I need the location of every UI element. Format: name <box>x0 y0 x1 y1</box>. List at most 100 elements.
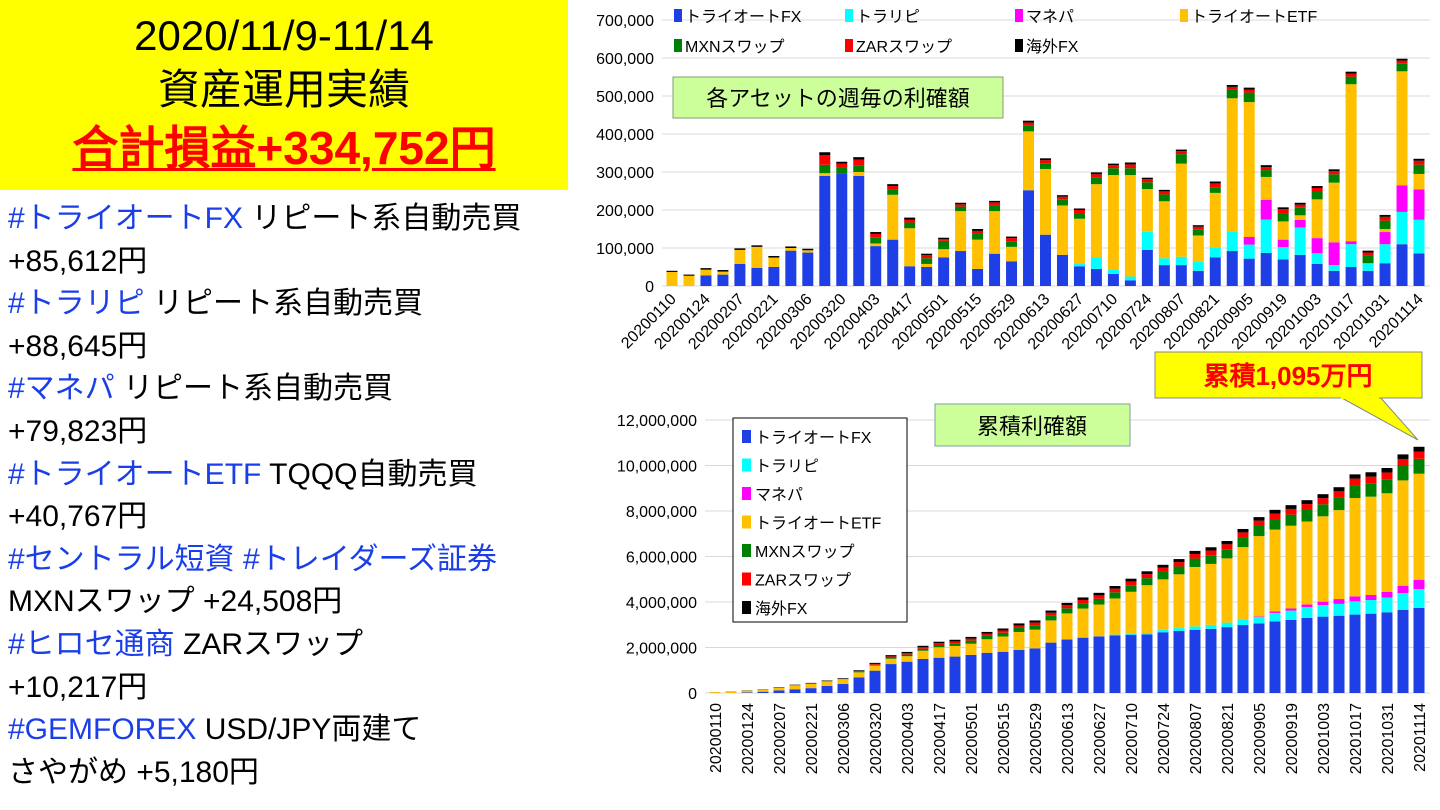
weekly-bar-segment <box>1006 238 1018 242</box>
cumulative-bar-segment <box>869 662 881 664</box>
weekly-bar-segment <box>904 266 916 286</box>
weekly-bar-segment <box>1345 267 1357 286</box>
cumulative-bar-segment <box>1301 604 1313 608</box>
cumulative-bar-segment <box>1045 615 1057 621</box>
result-line: +40,767円 <box>8 496 568 539</box>
cumulative-bar-segment <box>1237 619 1249 626</box>
result-text: +88,645円 <box>8 329 148 363</box>
weekly-bar-segment <box>1260 219 1272 253</box>
cumulative-bar-segment <box>869 664 881 666</box>
cumulative-bar-segment <box>1333 615 1345 693</box>
weekly-bar-segment <box>1413 253 1425 286</box>
weekly-bar-segment <box>1277 247 1289 260</box>
hashtag[interactable]: #トライオートFX <box>8 202 244 235</box>
weekly-bar-segment <box>1209 257 1221 286</box>
weekly-bar-segment <box>1379 244 1391 264</box>
weekly-bar-segment <box>1023 122 1035 126</box>
cumulative-bar-segment <box>821 680 833 682</box>
weekly-ytick-label: 0 <box>645 279 654 296</box>
weekly-bar-segment <box>1328 270 1340 286</box>
cumulative-bar-segment <box>853 670 865 672</box>
weekly-bar-segment <box>1023 125 1035 132</box>
cumulative-bar-segment <box>789 689 801 693</box>
weekly-bar-segment <box>1040 234 1051 286</box>
cumulative-ytick-label: 6,000,000 <box>626 550 697 567</box>
cumulative-bar-segment <box>1013 625 1025 628</box>
cumulative-xtick-label: 20200919 <box>1284 703 1301 774</box>
weekly-bar-segment <box>1023 190 1035 286</box>
weekly-bar-segment <box>1243 258 1255 286</box>
legend-swatch <box>1180 9 1188 22</box>
legend-swatch <box>845 9 853 22</box>
hashtag[interactable]: #GEMFOREX <box>8 713 197 747</box>
cumulative-bar-segment <box>997 636 1009 652</box>
cumulative-bar-segment <box>1125 591 1137 634</box>
weekly-bar-segment <box>1209 181 1221 184</box>
hashtag[interactable]: #セントラル短資 #トレイダーズ証券 <box>8 542 498 576</box>
cumulative-bar-segment <box>917 650 929 659</box>
legend-label: 海外FX <box>1026 38 1079 56</box>
cumulative-bar-segment <box>1061 605 1073 609</box>
weekly-bar-segment <box>1294 254 1306 286</box>
cumulative-bar-segment <box>1189 558 1201 567</box>
cumulative-xtick-label: 20201003 <box>1316 703 1333 774</box>
hashtag[interactable]: #トライオートETF <box>8 457 262 491</box>
result-line: さやがめ +5,180円 <box>8 752 568 795</box>
weekly-bar-segment <box>1294 207 1306 216</box>
weekly-bar-segment <box>1328 171 1340 175</box>
weekly-bar-segment <box>989 202 1001 206</box>
cumulative-bar-segment <box>1397 593 1409 610</box>
cumulative-xtick-label: 20200403 <box>900 703 917 774</box>
total-profit: 合計損益+334,752円 <box>72 122 496 174</box>
legend-label: 海外FX <box>755 600 808 618</box>
cumulative-bar-segment <box>1237 625 1249 693</box>
cumulative-bar-segment <box>1205 550 1217 556</box>
cumulative-bar-segment <box>1301 509 1313 522</box>
weekly-bar-segment <box>1413 173 1425 190</box>
weekly-bar-segment <box>717 274 729 286</box>
hashtag[interactable]: #マネパ <box>8 372 115 406</box>
weekly-bar-segment <box>1192 225 1204 227</box>
weekly-bar-segment <box>1362 263 1374 271</box>
cumulative-bar-segment <box>1349 601 1361 615</box>
cumulative-bar-segment <box>885 664 897 693</box>
weekly-bar-segment <box>853 175 865 286</box>
cumulative-bar-segment <box>997 651 1009 693</box>
weekly-bar-segment <box>1243 89 1255 93</box>
hashtag[interactable]: #トラリピ <box>8 287 145 321</box>
cumulative-bar-segment <box>789 685 801 690</box>
legend-swatch <box>1015 39 1023 52</box>
legend-label: マネパ <box>1026 8 1074 26</box>
cumulative-bar-segment <box>1205 563 1217 625</box>
cumulative-bar-segment <box>1157 571 1169 580</box>
cumulative-bar-segment <box>1125 581 1137 586</box>
weekly-bar-segment <box>1243 87 1255 90</box>
cumulative-bar-segment <box>901 651 913 654</box>
cumulative-bar-segment <box>821 686 833 693</box>
legend-label: トライオートFX <box>755 430 872 447</box>
cumulative-bar-segment <box>1349 474 1361 479</box>
weekly-bar-segment <box>853 165 865 172</box>
cumulative-bar-segment <box>1029 629 1041 649</box>
weekly-bar-segment <box>1294 227 1306 255</box>
weekly-bar-segment <box>1311 186 1323 188</box>
cumulative-bar-segment <box>1317 516 1329 602</box>
weekly-bar-segment <box>1328 242 1340 266</box>
weekly-bar-segment <box>1362 270 1374 286</box>
cumulative-bar-segment <box>1349 478 1361 486</box>
weekly-bar-segment <box>1243 236 1255 245</box>
weekly-bar-segment <box>768 267 780 286</box>
weekly-bar-segment <box>1107 163 1119 166</box>
weekly-bar-segment <box>1124 168 1136 176</box>
cumulative-bar-segment <box>1269 621 1281 693</box>
weekly-bar-segment <box>1006 246 1018 262</box>
weekly-bar-segment <box>1226 232 1238 252</box>
legend-label: トラリピ <box>755 459 819 476</box>
weekly-bar-segment <box>683 274 695 276</box>
hashtag[interactable]: #ヒロセ通商 <box>8 627 175 661</box>
cumulative-bar-segment <box>1285 610 1297 620</box>
weekly-bar-segment <box>1158 191 1170 195</box>
weekly-bar-segment <box>1243 244 1255 259</box>
result-text: リピート系自動売買 <box>144 287 424 321</box>
cumulative-bar-segment <box>1365 476 1377 484</box>
